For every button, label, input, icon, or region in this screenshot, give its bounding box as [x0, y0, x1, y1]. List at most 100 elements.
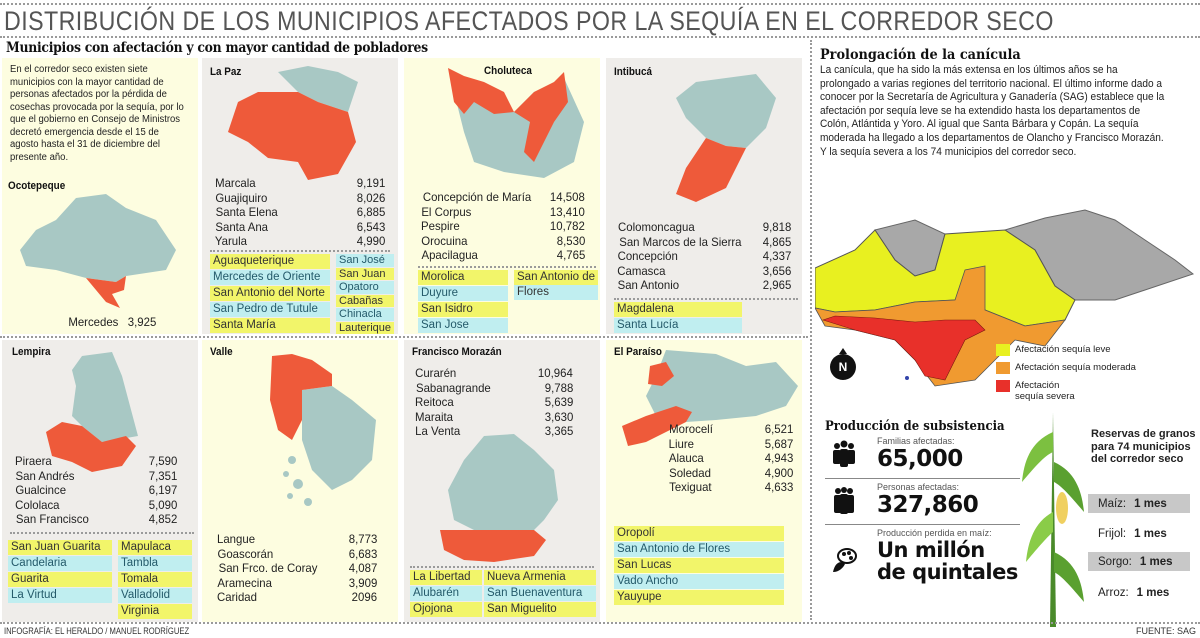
municipio-name: Maraita	[415, 409, 454, 424]
section-subtitle: Municipios con afectación y con mayor ca…	[6, 40, 428, 56]
produccion-perdida: Producción perdida en maíz: Un millón de…	[825, 528, 1020, 588]
pobladores-value: 2096	[351, 590, 378, 604]
municipio-tag: Yauyupe	[614, 590, 784, 605]
stat-row: San Andrés 7,351	[14, 469, 178, 484]
stat-row: Guajiquiro 8,026	[214, 191, 386, 206]
panel-el-paraiso: El Paraíso Morocelí 6,521 Liure 5,687 Alau…	[606, 340, 802, 622]
municipio-tag: San Miguelito	[484, 602, 596, 617]
pobladores-value: 4,633	[764, 480, 794, 494]
municipio-tag: Alubarén	[410, 586, 482, 601]
pobladores-value: 3,925	[128, 315, 157, 329]
pobladores-value: 5,639	[544, 395, 574, 409]
intibuca-map	[656, 68, 786, 208]
divider	[614, 298, 798, 300]
stat-row: San Frco. de Coray 4,087	[216, 561, 378, 576]
municipio-name: Morocelí	[669, 422, 713, 436]
municipio-name: Santa Ana	[215, 219, 269, 234]
department-name: La Paz	[210, 66, 242, 78]
municipio-name: Texiguat	[669, 480, 712, 494]
panel-ocotepeque: En el corredor seco existen siete munici…	[2, 58, 198, 334]
municipio-tag: Oropolí	[614, 526, 784, 541]
personas-value: 327,860	[877, 492, 979, 518]
el-paraiso-map	[616, 346, 802, 446]
municipio-name: Orocuina	[421, 233, 468, 248]
pobladores-value: 9,818	[762, 220, 792, 234]
stat-row: Orocuina 8,530	[420, 234, 586, 249]
municipio-name: Sabanagrande	[415, 380, 491, 395]
municipio-name: Goascorán	[217, 546, 274, 561]
pobladores-value: 5,687	[764, 436, 794, 451]
municipio-name: Concepción de María	[422, 190, 532, 204]
grano-name: Sorgo:	[1098, 555, 1132, 568]
pobladores-value: 6,683	[348, 546, 378, 561]
grano-name: Frijol:	[1098, 527, 1127, 540]
canicula-title: Prolongación de la canícula	[820, 47, 1021, 63]
municipio-tag: Guarita	[8, 572, 112, 587]
familias-label: Familias afectadas:	[877, 436, 955, 446]
municipio-name: Yarula	[214, 234, 247, 248]
pobladores-value: 3,630	[544, 409, 574, 424]
lempira-stats: Piraera 7,590 San Andrés 7,351 Gualcince 6,…	[14, 454, 178, 527]
stat-row: Santa Elena 6,885	[214, 205, 386, 220]
municipio-name: San Frco. de Coray	[218, 561, 318, 575]
pobladores-value: 6,521	[764, 422, 794, 436]
stat-row: Maraita 3,630	[414, 410, 574, 425]
la-paz-stats: Marcala 9,191 Guajiquiro 8,026 Santa Elena…	[214, 176, 386, 249]
municipio-name: San Marcos de la Sierra	[619, 234, 742, 249]
municipio-tag: Chinacla	[336, 308, 394, 321]
department-name: Valle	[210, 346, 233, 358]
ocotepeque-map	[16, 190, 186, 310]
municipio-name: Soledad	[669, 465, 711, 480]
pobladores-value: 8,773	[348, 532, 378, 546]
municipio-name: Colomoncagua	[618, 220, 695, 234]
legend-item-severa: Afectación sequía severa	[996, 380, 1086, 402]
pobladores-value: 14,508	[550, 190, 586, 204]
stat-row: Yarula 4,990	[214, 234, 386, 249]
municipio-tag: Magdalena	[614, 302, 742, 317]
top-divider	[0, 3, 1200, 5]
municipio-name: San Francisco	[15, 512, 89, 526]
produccion-label: Producción perdida en maíz:	[877, 528, 992, 538]
footer-divider	[0, 622, 1200, 624]
municipio-tag: San Buenaventura	[484, 586, 596, 601]
stat-row: Piraera 7,590	[14, 454, 178, 469]
pobladores-value: 4,852	[148, 512, 178, 526]
department-name: Francisco Morazán	[412, 346, 502, 358]
pobladores-value: 6,885	[356, 205, 386, 219]
municipio-name: Aramecina	[217, 575, 272, 590]
municipio-tag: Duyure	[418, 286, 508, 301]
stat-row: La Venta 3,365	[414, 424, 574, 439]
pobladores-value: 3,909	[348, 575, 378, 590]
municipio-tag: La Virtud	[8, 588, 112, 603]
stat-row: Concepción 4,337	[616, 249, 792, 264]
municipio-tag: La Libertad	[410, 570, 482, 585]
pobladores-value: 4,865	[762, 234, 792, 249]
municipio-name: Cololaca	[15, 497, 60, 512]
municipio-tag: Tomala	[118, 572, 192, 587]
municipio-tag: Virginia	[118, 604, 192, 619]
municipio-name: Camasca	[617, 263, 666, 278]
stat-row: Santa Ana 6,543	[214, 220, 386, 235]
department-name: Ocotepeque	[8, 180, 66, 192]
grano-name: Arroz:	[1098, 586, 1129, 599]
family-icon	[829, 440, 859, 475]
municipio-name: Liure	[668, 436, 695, 451]
title-divider	[0, 36, 1200, 38]
stat-row: Langue 8,773	[216, 532, 378, 547]
legend-swatch	[996, 344, 1010, 356]
stat-row: Soledad 4,900	[668, 466, 794, 481]
pobladores-value: 4,337	[762, 249, 792, 263]
other-municipios-right: Mapulaca Tambla Tomala Valladolid Virgin…	[118, 540, 192, 620]
grano-duracion: 1 mes	[1134, 497, 1167, 510]
municipio-tag: San Isidro	[418, 302, 508, 317]
other-municipios: Magdalena Santa Lucía	[614, 302, 742, 334]
divider	[418, 266, 596, 268]
other-municipios: Oropolí San Antonio de Flores San Lucas …	[614, 526, 784, 606]
stat-row: Gualcince 6,197	[14, 483, 178, 498]
familias-value: 65,000	[877, 446, 963, 472]
stat-row: Texiguat 4,633	[668, 480, 794, 495]
municipio-tag: Aguaqueterique	[210, 254, 330, 269]
pobladores-value: 10,964	[538, 366, 574, 380]
pobladores-value: 4,765	[556, 248, 586, 262]
other-municipios-right: San José San Juan Opatoro Cabañas Chinac…	[336, 254, 394, 334]
